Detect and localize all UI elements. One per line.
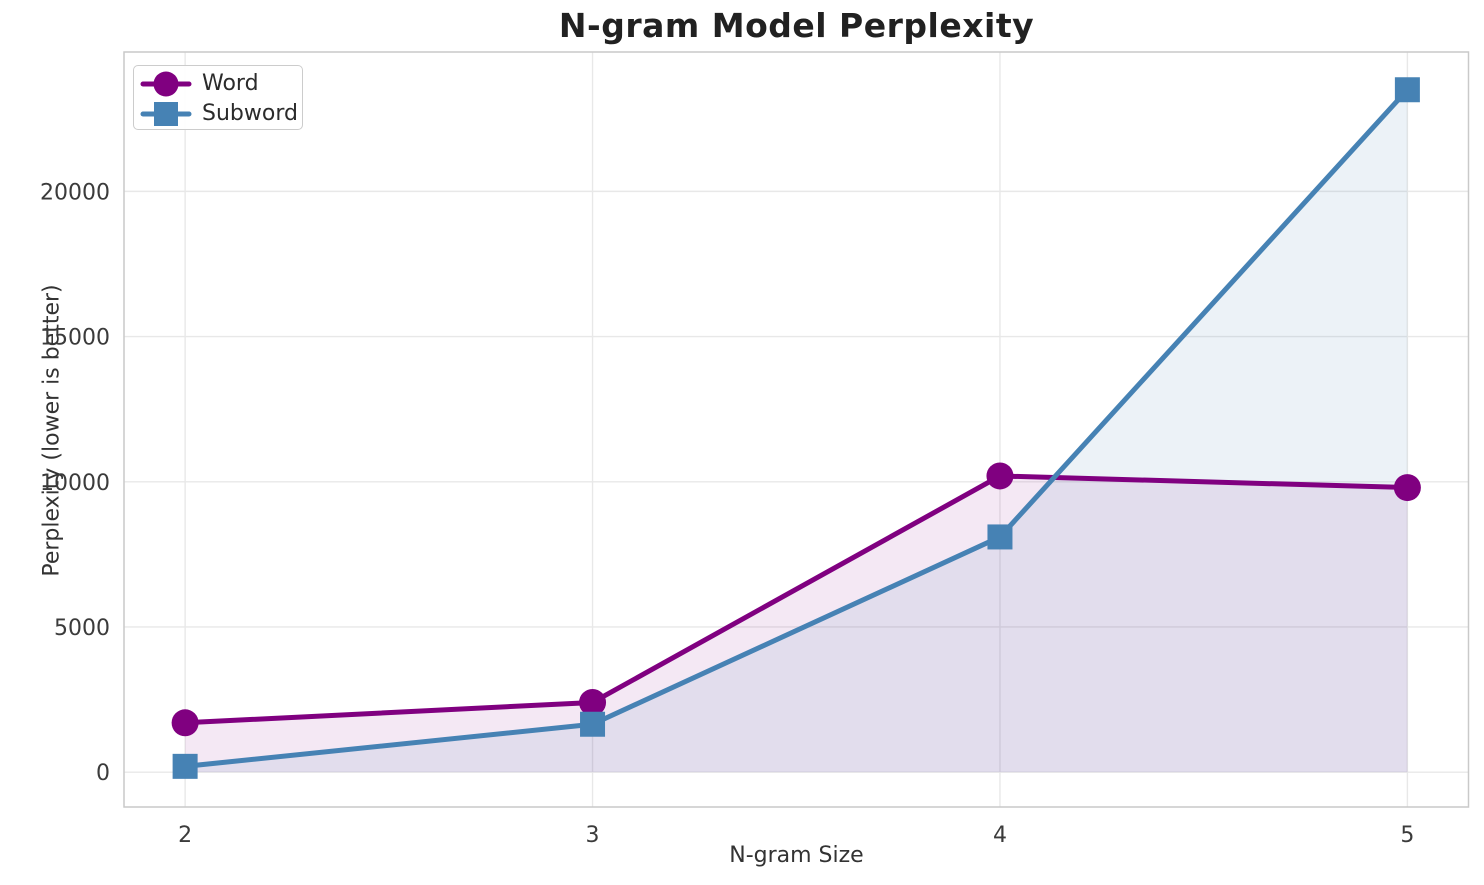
- area-fills: [185, 89, 1408, 773]
- data-point-word: [986, 462, 1014, 490]
- legend-item-subword: Subword: [140, 99, 298, 129]
- data-point-subword: [1394, 77, 1420, 103]
- legend-circle-glyph: [153, 71, 179, 97]
- legend-label-word: Word: [202, 71, 259, 96]
- x-tick-label: 5: [1400, 823, 1414, 848]
- x-tick-label: 4: [993, 823, 1007, 848]
- data-point-subword: [172, 753, 198, 779]
- area-fill-word: [185, 475, 1408, 773]
- x-tick-label: 3: [586, 823, 600, 848]
- data-point-subword: [987, 524, 1013, 550]
- legend: Word Subword: [133, 65, 303, 130]
- area-fill-subword: [185, 89, 1408, 773]
- series-line-word: [182, 473, 1410, 726]
- y-tick-label: 5000: [54, 616, 110, 641]
- word-legend-marker-icon: [140, 71, 192, 97]
- legend-label-subword: Subword: [202, 101, 298, 126]
- subword-legend-marker-icon: [140, 102, 192, 126]
- data-point-subword: [580, 711, 606, 737]
- legend-item-word: Word: [140, 69, 292, 99]
- data-point-word: [1393, 474, 1421, 502]
- y-tick-label: 15000: [40, 326, 110, 351]
- y-tick-label: 0: [96, 761, 110, 786]
- y-tick-label: 20000: [40, 180, 110, 205]
- data-point-word: [579, 688, 607, 716]
- chart-title: N-gram Model Perplexity: [558, 6, 1035, 45]
- series-line-subword: [182, 87, 1410, 769]
- tick-labels: 2 3 4 5 0 5000 10000 15000 20000: [40, 180, 1414, 848]
- y-tick-label: 10000: [40, 471, 110, 496]
- data-point-word: [171, 709, 199, 737]
- data-point-markers: [171, 77, 1421, 779]
- legend-square-glyph: [154, 102, 178, 126]
- x-tick-label: 2: [178, 823, 192, 848]
- series-lines: [182, 87, 1410, 769]
- plot-border: [123, 51, 1470, 808]
- x-axis-label: N-gram Size: [729, 843, 864, 868]
